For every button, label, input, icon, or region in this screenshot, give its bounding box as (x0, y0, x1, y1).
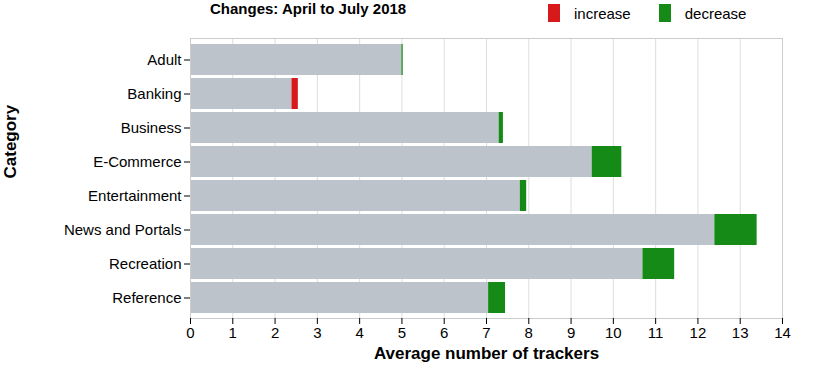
svg-text:2: 2 (271, 324, 279, 341)
svg-text:1: 1 (229, 324, 237, 341)
svg-text:7: 7 (482, 324, 490, 341)
svg-text:Recreation: Recreation (109, 255, 182, 272)
svg-text:6: 6 (440, 324, 448, 341)
svg-text:9: 9 (567, 324, 575, 341)
svg-text:11: 11 (648, 324, 664, 341)
svg-text:0: 0 (186, 324, 194, 341)
svg-text:13: 13 (732, 324, 749, 341)
svg-text:Entertainment: Entertainment (88, 187, 182, 204)
svg-text:News and Portals: News and Portals (64, 221, 182, 238)
svg-text:8: 8 (525, 324, 533, 341)
svg-text:Category: Category (1, 104, 20, 178)
svg-text:E-Commerce: E-Commerce (93, 153, 181, 170)
svg-text:Adult: Adult (147, 51, 182, 68)
svg-text:4: 4 (355, 324, 363, 341)
html-text:increase: increase (574, 4, 631, 22)
svg-text:3: 3 (313, 324, 321, 341)
svg-text:12: 12 (690, 324, 707, 341)
svg-text:Business: Business (121, 119, 182, 136)
svg-text:14: 14 (774, 324, 791, 341)
html-text:decrease: decrease (684, 4, 747, 22)
svg-text:Reference: Reference (112, 289, 181, 306)
svg-text:10: 10 (605, 324, 622, 341)
html-text:Changes: April to July 2018: Changes: April to July 2018 (210, 0, 407, 17)
svg-text:Banking: Banking (127, 85, 181, 102)
svg-text:5: 5 (398, 324, 406, 341)
svg-text:Average number of trackers: Average number of trackers (374, 344, 599, 363)
